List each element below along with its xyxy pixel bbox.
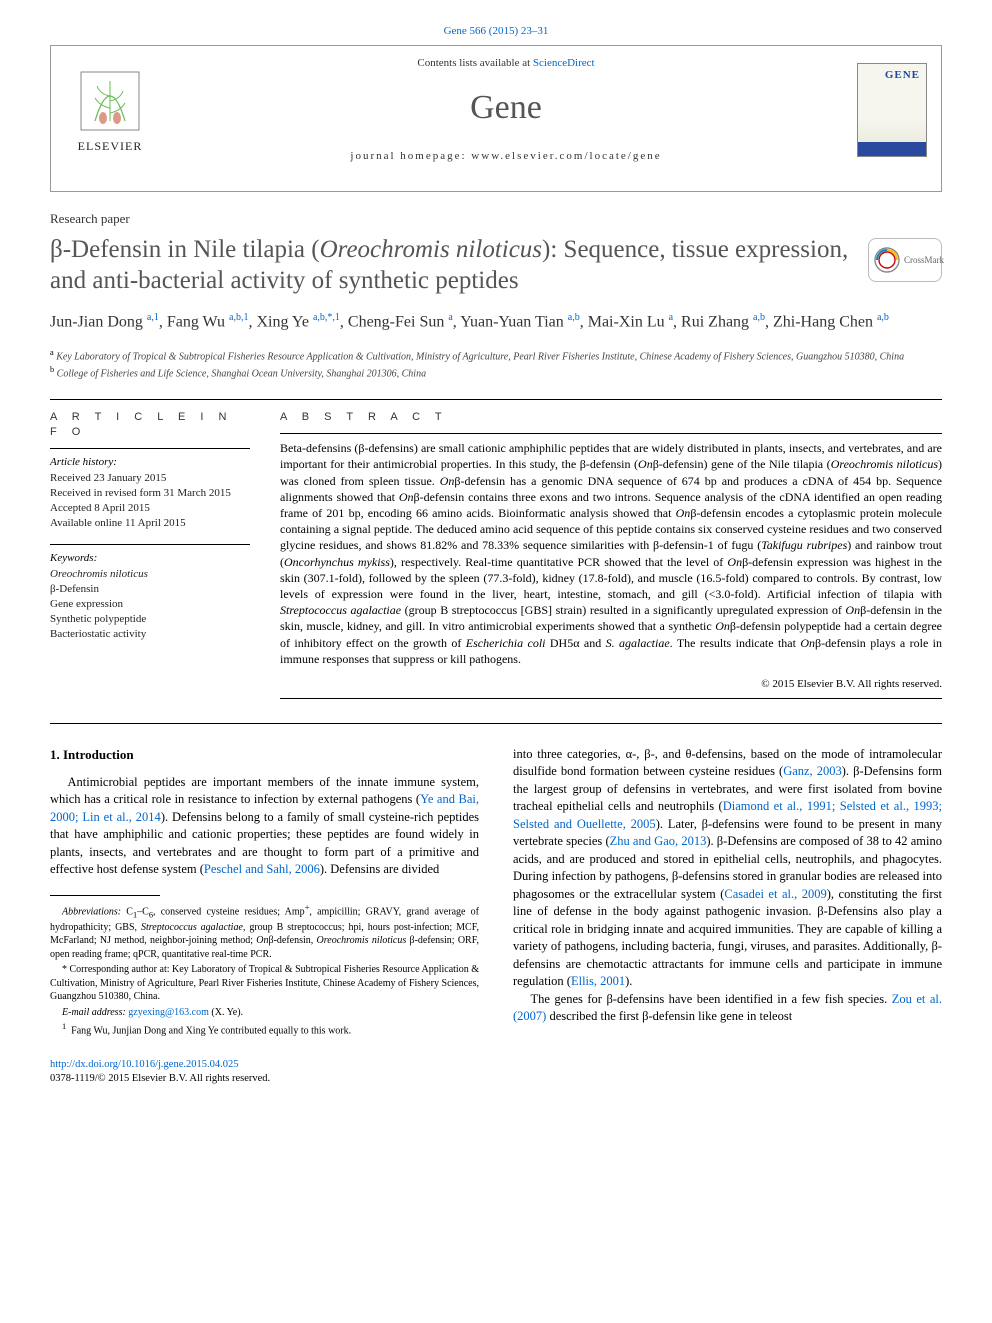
abstract-copyright: © 2015 Elsevier B.V. All rights reserved…: [280, 677, 942, 692]
abstract-divider: [280, 433, 942, 434]
history-label: Article history:: [50, 455, 250, 470]
affiliation-b: College of Fisheries and Life Science, S…: [57, 368, 426, 379]
abstract: A B S T R A C T Beta-defensins (β-defens…: [280, 410, 942, 704]
history-3: Available online 11 April 2015: [50, 516, 250, 531]
keyword-2: Gene expression: [50, 597, 250, 612]
keywords-block: Keywords: Oreochromis niloticus β-Defens…: [50, 551, 250, 641]
journal-cover-thumb: GENE: [857, 63, 927, 157]
section-divider: [50, 723, 942, 724]
paper-type: Research paper: [50, 210, 942, 228]
equal-contrib: 1 Fang Wu, Junjian Dong and Xing Ye cont…: [50, 1021, 479, 1038]
crossmark-icon: [874, 247, 900, 273]
abstract-text: Beta-defensins (β-defensins) are small c…: [280, 440, 942, 667]
body-columns: 1. Introduction Antimicrobial peptides a…: [50, 746, 942, 1038]
divider: [50, 399, 942, 400]
keyword-4: Bacteriostatic activity: [50, 627, 250, 642]
intro-heading: 1. Introduction: [50, 746, 479, 764]
sciencedirect-link[interactable]: ScienceDirect: [533, 57, 595, 69]
top-citation: Gene 566 (2015) 23–31: [50, 24, 942, 39]
author-list: Jun-Jian Dong a,1, Fang Wu a,b,1, Xing Y…: [50, 310, 942, 334]
intro-p1: Antimicrobial peptides are important mem…: [50, 774, 479, 879]
article-title: β-Defensin in Nile tilapia (Oreochromis …: [50, 234, 942, 297]
info-divider: [50, 544, 250, 545]
history-2: Accepted 8 April 2015: [50, 501, 250, 516]
header-center: Contents lists available at ScienceDirec…: [155, 56, 857, 164]
intro-p3: The genes for β-defensins have been iden…: [513, 991, 942, 1026]
crossmark-label: CrossMark: [904, 254, 944, 266]
affiliation-a: Key Laboratory of Tropical & Subtropical…: [56, 351, 904, 362]
history-1: Received in revised form 31 March 2015: [50, 486, 250, 501]
intro-p2: into three categories, α-, β-, and θ-def…: [513, 746, 942, 991]
corresponding-author: * Corresponding author at: Key Laborator…: [50, 963, 479, 1004]
contents-prefix: Contents lists available at: [417, 57, 532, 69]
keywords-label: Keywords:: [50, 551, 250, 566]
footnote-rule: [50, 895, 160, 896]
doi-link[interactable]: http://dx.doi.org/10.1016/j.gene.2015.04…: [50, 1059, 239, 1070]
journal-name: Gene: [155, 85, 857, 131]
issn-copyright: 0378-1119/© 2015 Elsevier B.V. All right…: [50, 1072, 942, 1086]
history-0: Received 23 January 2015: [50, 471, 250, 486]
footnotes: Abbreviations: C1–C6, conserved cysteine…: [50, 902, 479, 1038]
info-abstract-row: A R T I C L E I N F O Article history: R…: [50, 410, 942, 704]
journal-homepage: journal homepage: www.elsevier.com/locat…: [155, 149, 857, 164]
cover-label: GENE: [885, 68, 920, 83]
footer: http://dx.doi.org/10.1016/j.gene.2015.04…: [50, 1058, 942, 1086]
keyword-3: Synthetic polypeptide: [50, 612, 250, 627]
keyword-0: Oreochromis niloticus: [50, 567, 250, 582]
contents-line: Contents lists available at ScienceDirec…: [155, 56, 857, 71]
journal-header: ELSEVIER Contents lists available at Sci…: [50, 45, 942, 193]
email: E-mail address: gzyexing@163.com (X. Ye)…: [50, 1006, 479, 1020]
info-divider: [50, 448, 250, 449]
abstract-head: A B S T R A C T: [280, 410, 942, 425]
keyword-1: β-Defensin: [50, 582, 250, 597]
crossmark-badge[interactable]: CrossMark: [868, 238, 942, 282]
abstract-bottom-divider: [280, 698, 942, 699]
title-block: Research paper CrossMark β-Defensin in N…: [50, 210, 942, 381]
elsevier-logo: ELSEVIER: [65, 60, 155, 160]
abbreviations: Abbreviations: C1–C6, conserved cysteine…: [50, 902, 479, 961]
article-info: A R T I C L E I N F O Article history: R…: [50, 410, 250, 704]
affiliations: a Key Laboratory of Tropical & Subtropic…: [50, 347, 942, 382]
article-history: Article history: Received 23 January 201…: [50, 455, 250, 530]
publisher-name: ELSEVIER: [78, 138, 143, 154]
article-info-head: A R T I C L E I N F O: [50, 410, 250, 440]
